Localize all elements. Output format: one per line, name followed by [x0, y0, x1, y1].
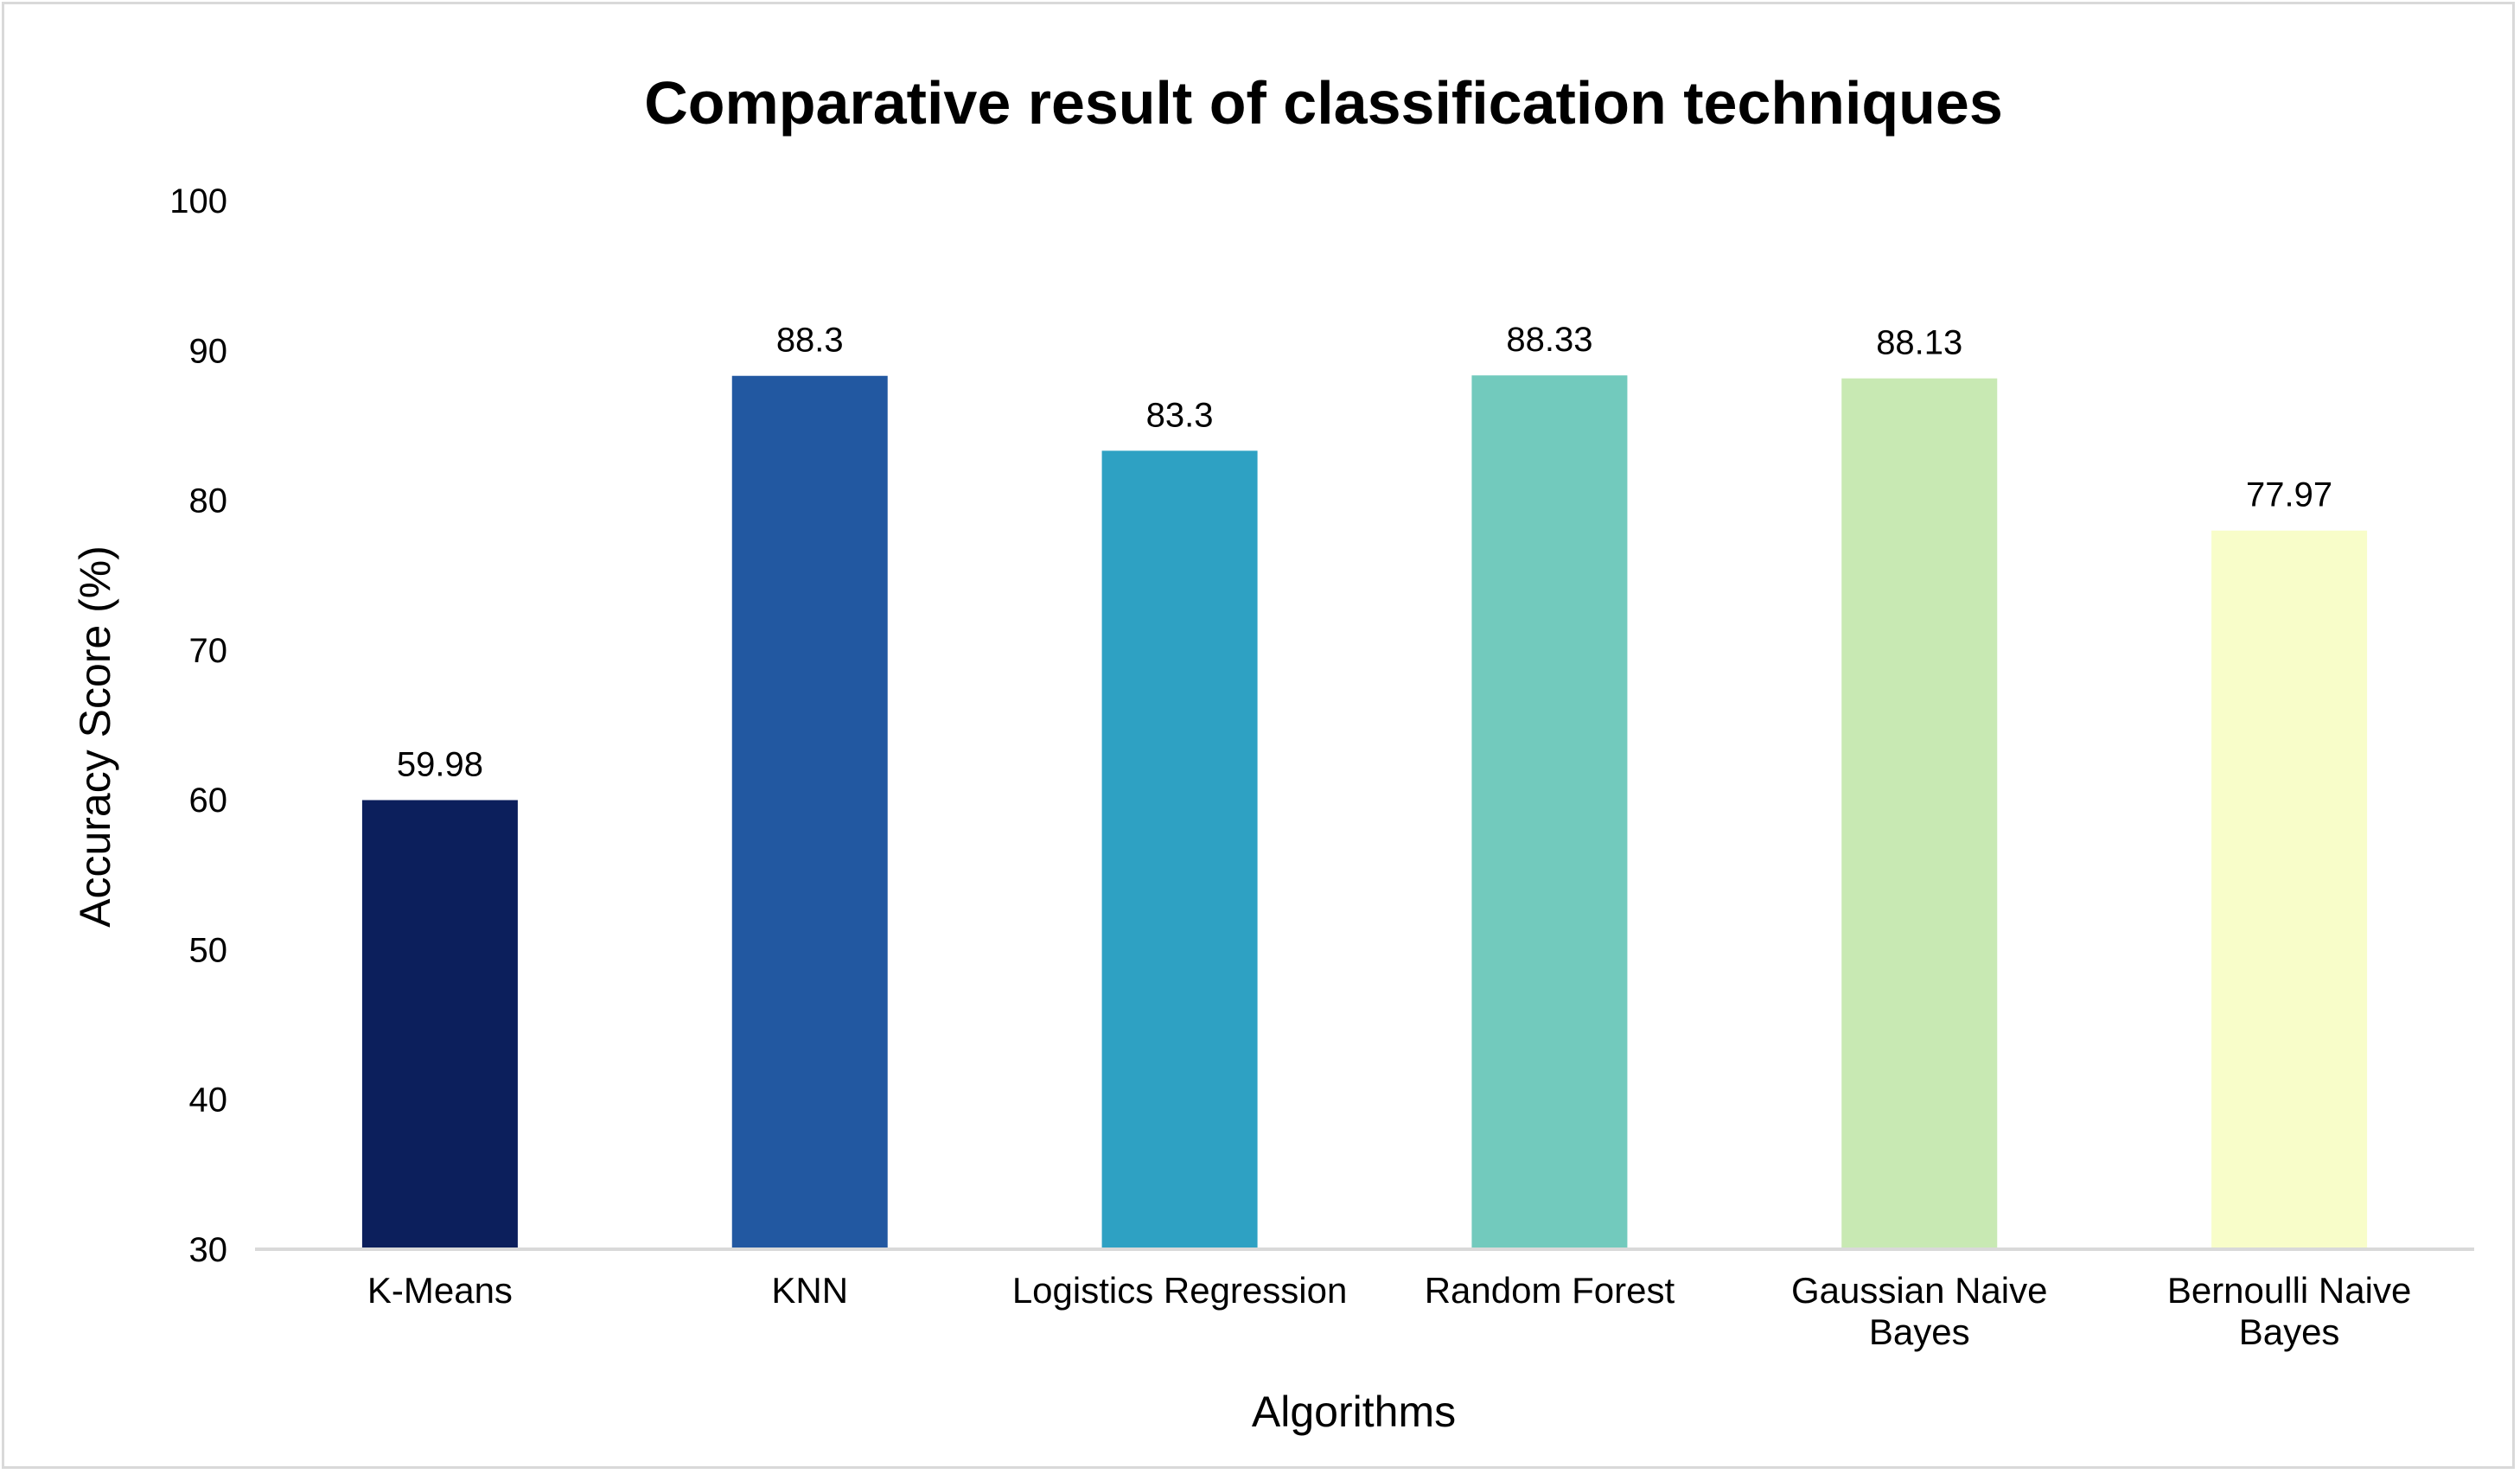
data-label: 88.13	[1876, 324, 1962, 362]
y-axis-title: Accuracy Score (%)	[71, 546, 119, 928]
y-tick-label: 50	[189, 931, 228, 969]
data-label: 77.97	[2246, 476, 2332, 514]
y-tick-label: 40	[189, 1082, 228, 1120]
bar	[1101, 450, 1258, 1249]
y-tick-label: 60	[189, 782, 228, 820]
x-tick-label: KNN	[771, 1270, 848, 1311]
data-label: 88.33	[1506, 321, 1592, 359]
data-label: 59.98	[397, 745, 483, 783]
y-axis: 30 40 50 60 70 80 90 100	[169, 182, 227, 1269]
x-tick-label: Bernoulli Naive Bayes	[2167, 1270, 2411, 1352]
data-label: 83.3	[1146, 396, 1214, 434]
y-tick-label: 70	[189, 632, 228, 670]
bar	[731, 375, 888, 1250]
y-tick-label: 80	[189, 482, 228, 520]
y-tick-label: 90	[189, 332, 228, 370]
data-label: 88.3	[776, 322, 844, 360]
bar	[1471, 375, 1628, 1249]
y-tick-label: 30	[189, 1231, 228, 1269]
bar-series: 59.98 88.3 83.3 88.33 88.13 77.97	[361, 321, 2368, 1250]
x-axis: K-Means KNN Logistics Regression Random For…	[367, 1270, 2411, 1352]
chart-title: Comparative result of classification tec…	[644, 69, 2003, 137]
bar-chart: Comparative result of classification tec…	[71, 69, 2474, 1436]
x-tick-label: Random Forest	[1425, 1270, 1675, 1311]
x-tick-label: Gaussian Naive Bayes	[1791, 1270, 2047, 1352]
y-tick-label: 100	[169, 182, 227, 220]
bar	[361, 800, 518, 1249]
x-tick-label: K-Means	[367, 1270, 513, 1311]
bar	[2211, 530, 2368, 1249]
x-axis-title: Algorithms	[1252, 1388, 1456, 1436]
bar	[1841, 378, 1998, 1249]
x-tick-label: Logistics Regression	[1012, 1270, 1348, 1311]
